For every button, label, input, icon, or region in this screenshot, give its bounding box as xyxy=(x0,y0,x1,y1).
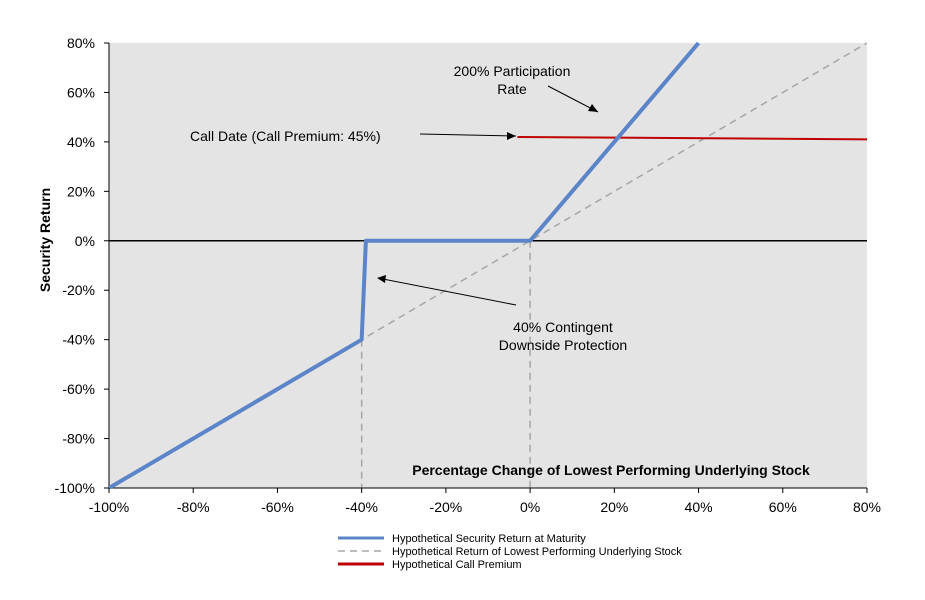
legend-label-0: Hypothetical Security Return at Maturity xyxy=(392,533,586,545)
y-axis-label: Security Return xyxy=(37,188,53,292)
legend-label-1: Hypothetical Return of Lowest Performing… xyxy=(392,546,682,558)
series-0-line xyxy=(109,42,701,489)
arrow-protection xyxy=(377,277,517,306)
annotation-protection-line2: Downside Protection xyxy=(499,337,627,353)
x-tick-label: 20% xyxy=(600,499,628,515)
y-tick-label: 60% xyxy=(67,84,95,100)
y-tick-label: -40% xyxy=(62,332,95,348)
x-tick-label: 40% xyxy=(685,499,713,515)
x-axis-ticks: -100% -80% -60% -40% -20% 0% 20% 40% 60% 80% xyxy=(89,488,881,515)
arrowhead-call-date xyxy=(507,132,516,140)
annotation-participation-line2: Rate xyxy=(497,81,527,97)
x-tick-label: -20% xyxy=(430,499,463,515)
arrowhead-protection xyxy=(377,275,386,283)
y-tick-label: -60% xyxy=(62,381,95,397)
x-axis-label: Percentage Change of Lowest Performing U… xyxy=(412,462,810,478)
x-tick-label: -80% xyxy=(177,499,210,515)
x-tick-label: 60% xyxy=(769,499,797,515)
legend-label-2: Hypothetical Call Premium xyxy=(392,559,522,571)
y-tick-label: -80% xyxy=(62,431,95,447)
legend: Hypothetical Security Return at Maturity… xyxy=(338,533,682,571)
y-tick-label: 20% xyxy=(67,183,95,199)
y-tick-label: 80% xyxy=(67,35,95,51)
y-tick-label: 40% xyxy=(67,134,95,150)
annotation-call-date: Call Date (Call Premium: 45%) xyxy=(190,128,381,144)
y-tick-label: -20% xyxy=(62,282,95,298)
x-tick-label: -60% xyxy=(261,499,294,515)
arrow-participation xyxy=(547,85,599,113)
arrowhead-participation xyxy=(588,104,598,112)
annotation-protection-line1: 40% Contingent xyxy=(513,319,613,335)
x-tick-label: -100% xyxy=(89,499,129,515)
y-tick-label: 0% xyxy=(75,233,95,249)
series-2-line xyxy=(517,135,867,141)
x-tick-label: 0% xyxy=(520,499,540,515)
y-tick-label: -100% xyxy=(55,480,95,496)
y-axis-ticks: 80% 60% 40% 20% 0% -20% -40% -60% -80% -100% xyxy=(55,35,109,496)
annotation-arrows xyxy=(377,85,599,306)
annotation-participation-line1: 200% Participation xyxy=(454,63,571,79)
series-group xyxy=(109,42,867,489)
x-tick-label: -40% xyxy=(345,499,378,515)
arrow-call-date xyxy=(419,133,517,137)
x-tick-label: 80% xyxy=(853,499,881,515)
